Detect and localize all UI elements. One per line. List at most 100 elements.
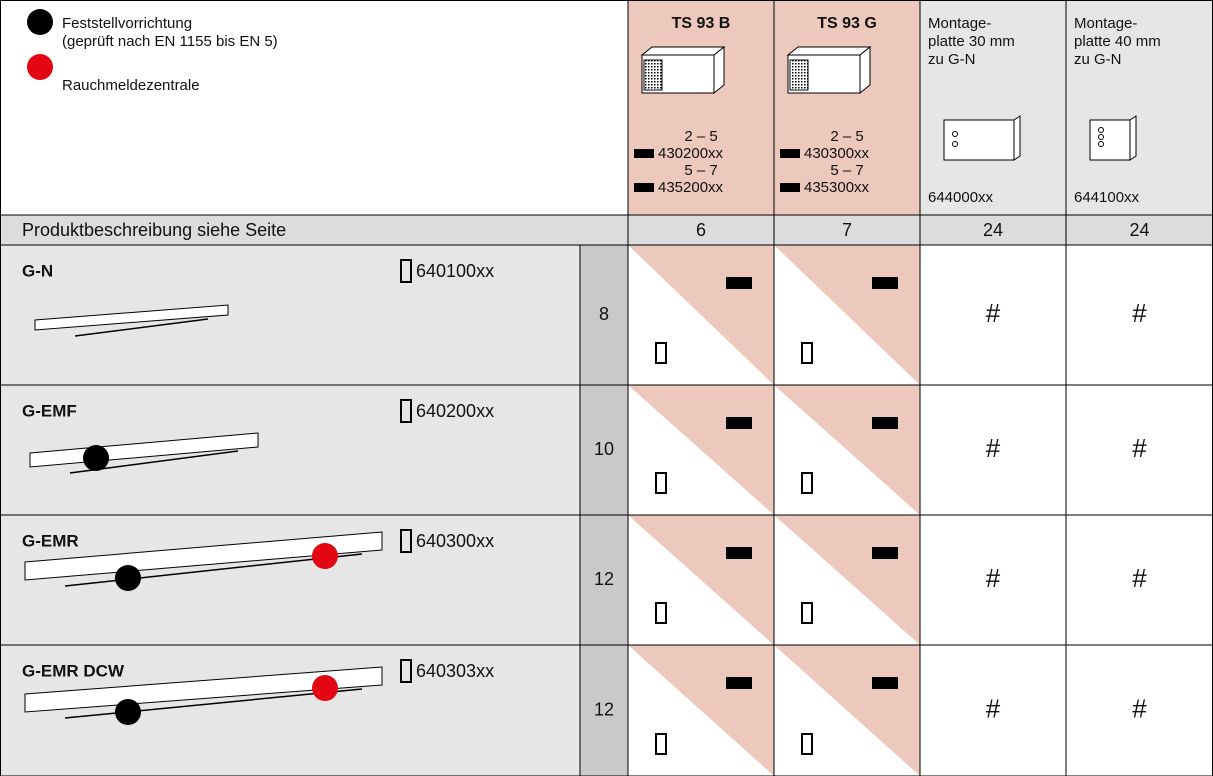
product-image: [24, 666, 383, 713]
plate-mark: #: [1132, 693, 1147, 723]
legend-text: Feststellvorrichtung: [62, 15, 192, 32]
color-swatch: [726, 277, 752, 289]
plate-article: 644000xx: [928, 189, 994, 206]
article-icon: [655, 342, 667, 364]
product-page: 12: [594, 569, 614, 589]
product-page: 12: [594, 699, 614, 719]
article-icon: [801, 602, 813, 624]
closer-article: 435300xx: [804, 179, 870, 196]
product-image: [34, 304, 229, 331]
product-name: G-EMF: [22, 401, 77, 420]
plate-image: [1129, 115, 1137, 161]
plate-hole: [952, 131, 958, 137]
closer-grille: [789, 59, 809, 91]
product-article: 640300xx: [416, 531, 494, 551]
color-swatch: [872, 677, 898, 689]
product-bg: [0, 515, 580, 645]
article-icon: [801, 733, 813, 755]
product-dot: [312, 543, 338, 569]
article-icon: [400, 659, 412, 683]
color-swatch: [634, 183, 654, 192]
product-bg: [0, 645, 580, 776]
product-arm: [64, 688, 363, 719]
plate-image: [1013, 115, 1021, 161]
plate-hole: [1098, 134, 1104, 140]
header-cell-bg: [920, 0, 1066, 215]
page-cell-bg: [580, 645, 628, 776]
product-image: [24, 531, 383, 581]
product-name: G-EMR DCW: [22, 661, 125, 680]
plate-hole: [1098, 127, 1104, 133]
plate-image: [943, 119, 1015, 161]
page-number: 24: [1129, 220, 1149, 240]
header-bg: [0, 0, 628, 215]
legend-text: Rauchmeldezentrale: [62, 77, 200, 94]
color-swatch: [872, 417, 898, 429]
product-dot: [312, 675, 338, 701]
plate-article: 644100xx: [1074, 189, 1140, 206]
product-name: G-N: [22, 261, 53, 280]
color-swatch: [780, 183, 800, 192]
plate-title: Montage-: [1074, 15, 1137, 32]
color-swatch: [726, 677, 752, 689]
product-arm: [74, 318, 209, 337]
legend-dot-red: [27, 54, 53, 80]
article-icon: [655, 472, 667, 494]
plate-mark: #: [986, 563, 1001, 593]
color-swatch: [726, 547, 752, 559]
page-cell-bg: [580, 515, 628, 645]
product-article: 640200xx: [416, 401, 494, 421]
plate-title: zu G-N: [928, 51, 976, 68]
closer-title: TS 93 G: [817, 15, 877, 32]
color-swatch: [780, 149, 800, 158]
product-name: G-EMR: [22, 531, 79, 550]
legend-text: (geprüft nach EN 1155 bis EN 5): [62, 33, 278, 50]
closer-image: [859, 45, 871, 95]
plate-title: zu G-N: [1074, 51, 1122, 68]
closer-article: 435200xx: [658, 179, 724, 196]
page-cell-bg: [580, 385, 628, 515]
product-article: 640303xx: [416, 661, 494, 681]
product-dot: [115, 699, 141, 725]
article-icon: [400, 259, 412, 283]
header-cell-bg: [774, 0, 920, 215]
product-page: 10: [594, 439, 614, 459]
article-icon: [400, 529, 412, 553]
plate-mark: #: [986, 433, 1001, 463]
closer-image: [640, 46, 726, 56]
closer-range: 5 – 7: [684, 162, 717, 179]
plate-hole: [1098, 141, 1104, 147]
closer-article: 430200xx: [658, 145, 724, 162]
page-number: 6: [696, 220, 706, 240]
color-swatch: [726, 417, 752, 429]
closer-range: 2 – 5: [684, 128, 717, 145]
product-article: 640100xx: [416, 261, 494, 281]
page-cell-bg: [580, 245, 628, 385]
closer-image: [786, 46, 872, 56]
plate-mark: #: [986, 298, 1001, 328]
closer-title: TS 93 B: [672, 15, 731, 32]
plate-mark: #: [1132, 563, 1147, 593]
header-cell-bg: [1066, 0, 1213, 215]
plate-image: [1089, 119, 1131, 161]
article-icon: [801, 342, 813, 364]
page-row-label: Produktbeschreibung siehe Seite: [22, 220, 286, 240]
article-icon: [400, 399, 412, 423]
closer-article: 430300xx: [804, 145, 870, 162]
closer-range: 2 – 5: [830, 128, 863, 145]
closer-range: 5 – 7: [830, 162, 863, 179]
plate-mark: #: [1132, 433, 1147, 463]
color-swatch: [872, 547, 898, 559]
plate-title: platte 30 mm: [928, 33, 1015, 50]
product-page: 8: [599, 304, 609, 324]
closer-grille: [643, 59, 663, 91]
product-dot: [115, 565, 141, 591]
legend-dot-black: [27, 9, 53, 35]
product-dot: [83, 445, 109, 471]
plate-title: platte 40 mm: [1074, 33, 1161, 50]
plate-mark: #: [1132, 298, 1147, 328]
article-icon: [655, 733, 667, 755]
plate-hole: [952, 141, 958, 147]
plate-title: Montage-: [928, 15, 991, 32]
article-icon: [655, 602, 667, 624]
